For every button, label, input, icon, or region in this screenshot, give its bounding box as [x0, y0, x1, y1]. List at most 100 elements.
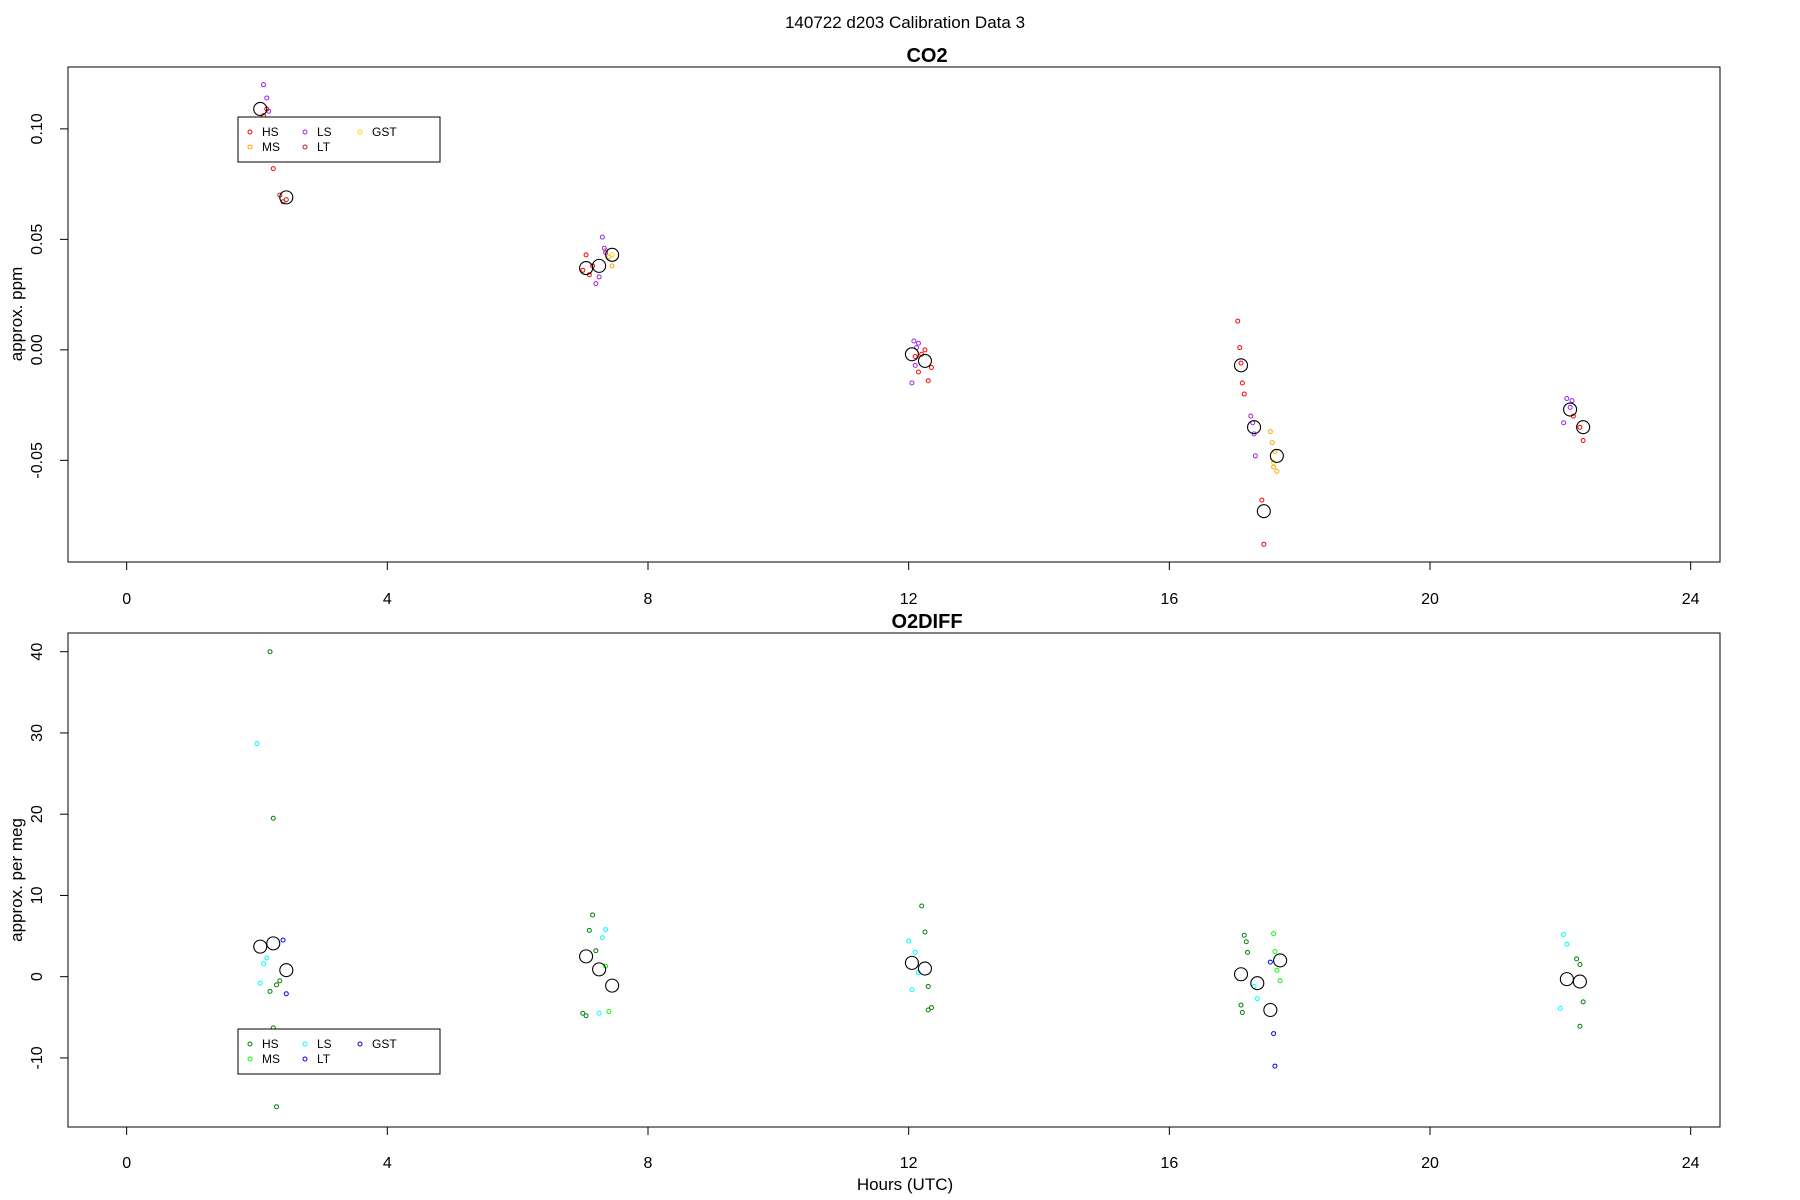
co2-ms-point: [609, 263, 615, 269]
co2-hs-point: [1259, 497, 1265, 503]
co2-hs-point: [1235, 318, 1241, 324]
o2diff-ms-point: [1271, 931, 1277, 937]
o2diff-ls-point: [603, 927, 609, 933]
co2-legend-lt-swatch: [302, 144, 308, 150]
o2diff-ms-point: [1274, 967, 1280, 973]
co2-mean-point: [1247, 420, 1262, 435]
co2-ls-point: [1569, 398, 1575, 404]
o2diff-legend-hs-label: HS: [262, 1037, 279, 1051]
o2diff-mean-point: [253, 939, 268, 954]
co2-hs-point: [1238, 360, 1244, 366]
co2-x-tick-label: 8: [644, 591, 653, 608]
o2diff-legend-lt-swatch: [302, 1056, 308, 1062]
o2diff-panel-title: O2DIFF: [891, 611, 962, 633]
o2diff-hs-point: [590, 912, 596, 918]
o2diff-x-tick-label: 8: [644, 1155, 653, 1172]
co2-ls-point: [601, 245, 607, 251]
co2-legend-hs-swatch: [247, 129, 253, 135]
o2diff-lt-point: [1272, 1063, 1278, 1069]
co2-lt-point: [283, 197, 289, 203]
o2diff-mean-point: [579, 949, 594, 964]
co2-mean-point: [904, 347, 919, 362]
o2diff-mean-point: [1273, 953, 1288, 968]
o2diff-legend-ls-label: LS: [317, 1037, 332, 1051]
o2diff-panel: O2DIFF 0 4 8 12 16 20 24 -10 0 10 20 30 40 approx. …: [7, 611, 1721, 1194]
o2diff-hs-point: [593, 948, 599, 954]
o2diff-ms-point: [1272, 949, 1278, 954]
co2-mean-point: [279, 190, 294, 205]
co2-legend-hs-label: HS: [262, 125, 279, 139]
o2diff-ls-point: [912, 949, 918, 955]
co2-panel: CO2 0 4 8 12 16 20 24 -0.05 0.00 0.05 0.10 approx…: [7, 45, 1721, 608]
co2-ls-point: [1561, 420, 1567, 426]
o2diff-hs-point: [267, 649, 273, 655]
co2-x-axis: 0 4 8 12 16 20 24: [122, 561, 1700, 608]
co2-mean-point: [917, 353, 933, 368]
o2diff-x-tick-label: 16: [1160, 1155, 1178, 1172]
co2-ls-point: [911, 338, 917, 344]
co2-x-tick-label: 16: [1160, 591, 1178, 608]
o2diff-hs-point: [1239, 1009, 1245, 1015]
co2-hs-point: [1239, 380, 1245, 386]
co2-y-axis-label: approx. ppm: [7, 267, 26, 362]
co2-x-tick-label: 4: [383, 591, 392, 608]
co2-legend-lt-label: LT: [317, 140, 331, 154]
co2-hs-point: [1241, 391, 1247, 397]
o2diff-legend-box: [237, 1028, 441, 1075]
o2diff-legend-hs-swatch: [247, 1041, 253, 1047]
o2diff-y-tick-label: -10: [29, 1046, 46, 1069]
o2diff-legend-gst-swatch: [357, 1041, 363, 1047]
co2-mean-point: [1576, 420, 1591, 435]
o2diff-ls-point: [254, 741, 260, 746]
o2diff-hs-point: [1241, 932, 1247, 938]
o2diff-mean-point: [605, 978, 620, 993]
o2diff-y-tick-label: 20: [29, 805, 46, 823]
o2diff-legend-gst-label: GST: [372, 1037, 397, 1051]
co2-ls-point: [261, 82, 267, 88]
co2-hs-point: [1261, 541, 1267, 547]
o2diff-ms-point: [1277, 978, 1283, 984]
co2-hs-point: [580, 267, 586, 273]
o2diff-hs-point: [928, 1005, 934, 1011]
o2diff-hs-point: [1577, 1023, 1583, 1029]
o2diff-x-tick-label: 20: [1421, 1155, 1439, 1172]
o2diff-hs-point: [277, 978, 283, 984]
co2-ls-point: [912, 362, 918, 368]
o2diff-ls-point: [906, 938, 912, 944]
co2-legend-ms-label: MS: [262, 140, 280, 154]
o2diff-legend-ms-swatch: [247, 1056, 253, 1062]
co2-legend-gst-label: GST: [372, 125, 397, 139]
o2diff-lt-point: [283, 991, 289, 997]
figure-suptitle: 140722 d203 Calibration Data 3: [785, 13, 1025, 32]
co2-hs-point: [1577, 424, 1583, 430]
co2-legend-ms-swatch: [247, 144, 253, 150]
co2-hs-point: [583, 252, 589, 258]
o2diff-hs-point: [1574, 956, 1580, 962]
co2-hs-point: [928, 365, 934, 371]
o2diff-mean-point: [1250, 976, 1265, 991]
co2-y-tick-label: 0.10: [29, 113, 46, 144]
co2-mean-point: [579, 261, 594, 276]
co2-ls-point: [1564, 395, 1570, 401]
co2-hs-point: [925, 378, 931, 384]
co2-legend-ls-label: LS: [317, 125, 332, 139]
o2diff-mean-point: [904, 955, 919, 970]
o2diff-hs-point: [1580, 999, 1586, 1005]
co2-hs-point: [1580, 437, 1586, 443]
co2-hs-point: [1237, 345, 1243, 351]
o2diff-x-axis-label: Hours (UTC): [857, 1175, 953, 1194]
co2-panel-title: CO2: [906, 45, 947, 67]
co2-ms-point: [1271, 464, 1277, 470]
co2-ms-point: [1269, 440, 1275, 446]
o2diff-ls-point: [257, 980, 263, 986]
o2diff-legend-ms-label: MS: [262, 1052, 280, 1066]
co2-mean-point: [1233, 358, 1249, 373]
co2-x-tick-label: 20: [1421, 591, 1439, 608]
o2diff-hs-point: [580, 1010, 586, 1016]
o2diff-ls-point: [261, 961, 267, 967]
o2diff-mean-point: [592, 962, 607, 977]
o2diff-ls-point: [1557, 1005, 1563, 1011]
